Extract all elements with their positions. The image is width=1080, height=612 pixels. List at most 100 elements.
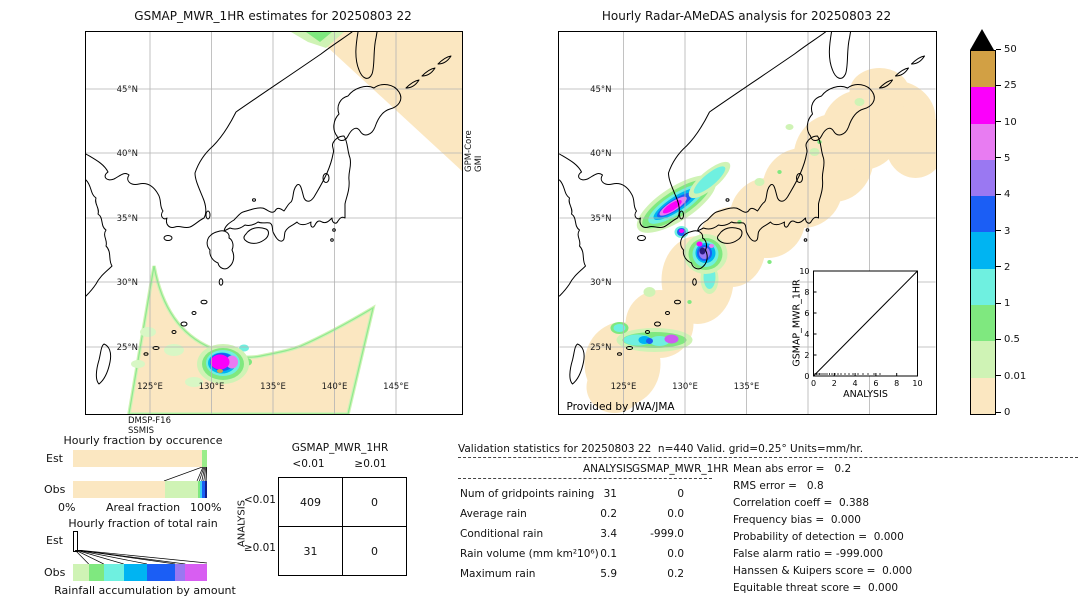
inset-xlabel: ANALYSIS <box>843 389 888 400</box>
colorbar-label: 10 <box>996 117 1017 128</box>
left-lat-40: 40°N <box>117 149 138 159</box>
small-cell <box>674 226 689 238</box>
colorbar-over-triangle <box>970 29 994 50</box>
left-lon-130: 130°E <box>199 382 225 392</box>
totalrain-est-bar <box>73 531 78 552</box>
kyushu-nw-band-ext <box>688 161 731 199</box>
stats-row-g-3: 0.0 <box>667 548 684 560</box>
contingency-table: 409 0 31 0 <box>278 477 407 576</box>
inset-xtick-10: 10 <box>912 379 922 388</box>
inset-ytick-0: 0 <box>804 372 809 381</box>
inset-ytick-4: 4 <box>804 330 809 339</box>
totalrain-caption: Rainfall accumulation by amount <box>54 584 236 597</box>
bar-segment <box>73 564 89 581</box>
stats-metric-7: Equitable threat score = 0.000 <box>733 582 899 594</box>
occurrence-est-label: Est <box>46 452 63 465</box>
bar-segment <box>185 564 207 581</box>
gpm-swath <box>291 32 462 171</box>
southern-cells <box>610 322 693 352</box>
sensor-line2: GMI <box>474 155 484 172</box>
colorbar-label: 4 <box>996 189 1010 200</box>
bar-segment <box>202 481 206 498</box>
bar-segment <box>146 564 176 581</box>
right-map-title: Hourly Radar-AMeDAS analysis for 2025080… <box>601 9 892 23</box>
left-lat-45: 45°N <box>117 85 138 95</box>
left-lon-125: 125°E <box>137 382 163 392</box>
colorbar-label: 25 <box>996 80 1017 91</box>
stats-col1-header: ANALYSIS <box>583 463 633 475</box>
inset-ytick-2: 2 <box>804 351 809 360</box>
right-lat-35: 35°N <box>590 214 611 224</box>
right-lon-135: 135°E <box>734 382 760 392</box>
right-lat-25: 25°N <box>590 343 611 353</box>
colorbar-label: 50 <box>996 44 1017 55</box>
colorbar-label: 0.5 <box>996 334 1020 345</box>
left-lon-145: 145°E <box>383 382 409 392</box>
stats-row-label-1: Average rain <box>460 508 527 520</box>
left-lat-25: 25°N <box>117 343 138 353</box>
colorbar-segment <box>971 196 995 233</box>
left-map-title: GSMAP_MWR_1HR estimates for 20250803 22 <box>134 9 412 23</box>
colorbar-segment <box>971 87 995 124</box>
contingency-cell-01: 0 <box>342 477 407 527</box>
stats-metric-2: Correlation coeff = 0.388 <box>733 497 869 509</box>
stats-row-g-1: 0.0 <box>667 508 684 520</box>
bar-segment <box>197 481 201 498</box>
stats-row-a-4: 5.9 <box>600 568 617 580</box>
right-map: 45°N 40°N 35°N 30°N 25°N 125°E 130°E 135… <box>558 31 946 415</box>
contingency-cell-10: 31 <box>278 526 343 576</box>
colorbar-segment <box>971 305 995 342</box>
inset-xtick-4: 4 <box>853 379 858 388</box>
footnote-line2: SSMIS <box>128 426 155 436</box>
left-lat-30: 30°N <box>117 278 138 288</box>
stats-row-label-3: Rain volume (mm km²10⁶) <box>460 548 599 560</box>
colorbar-label: 2 <box>996 262 1010 273</box>
contingency-cell-11: 0 <box>342 526 407 576</box>
bar-segment <box>202 450 207 467</box>
stats-row-a-0: 31 <box>603 488 617 500</box>
contingency-cell-00: 409 <box>278 477 343 527</box>
stats-row-a-3: 0.1 <box>600 548 617 560</box>
colorbar-segments <box>970 50 996 415</box>
stats-metric-3: Frequency bias = 0.000 <box>733 514 861 526</box>
inset-xtick-8: 8 <box>894 379 899 388</box>
stats-metric-4: Probability of detection = 0.000 <box>733 531 904 543</box>
stats-row-label-4: Maximum rain <box>460 568 536 580</box>
colorbar-label: 0.01 <box>996 371 1026 382</box>
totalrain-obs-label: Obs <box>44 566 66 579</box>
stats-metric-5: False alarm ratio = -999.000 <box>733 548 884 560</box>
left-lat-35: 35°N <box>117 214 138 224</box>
left-map-sensor-label: GPM-Core GMI <box>464 130 484 172</box>
left-lon-135: 135°E <box>260 382 286 392</box>
colorbar-segment <box>971 268 995 306</box>
colorbar-segment <box>971 159 995 197</box>
stats-metric-6: Hanssen & Kuipers score = 0.000 <box>733 565 913 577</box>
occurrence-fan-lines <box>163 467 207 481</box>
right-lat-45: 45°N <box>590 85 611 95</box>
inset-xtick-2: 2 <box>832 379 837 388</box>
inset-ytick-6: 6 <box>804 309 809 318</box>
right-lat-30: 30°N <box>590 278 611 288</box>
inset-ytick-8: 8 <box>804 288 809 297</box>
colorbar-labels: 50 25 10 5 4 3 2 1 0.5 0.01 0 <box>996 44 1056 420</box>
contingency-row1: <0.01 <box>243 494 276 506</box>
inset-ylabel: GSMAP_MWR_1HR <box>792 279 803 367</box>
colorbar-segment <box>971 341 995 378</box>
colorbar-label: 5 <box>996 153 1010 164</box>
inset-xtick-0: 0 <box>811 379 816 388</box>
occurrence-obs-bar <box>73 481 207 498</box>
left-map-footnote: DMSP-F16 SSMIS <box>128 416 171 436</box>
bar-segment <box>164 481 198 498</box>
totalrain-title: Hourly fraction of total rain <box>68 517 218 530</box>
left-lon-140: 140°E <box>322 382 348 392</box>
right-lon-130: 130°E <box>672 382 698 392</box>
stats-row-label-0: Num of gridpoints raining <box>460 488 595 500</box>
occurrence-obs-label: Obs <box>44 483 66 496</box>
left-map: 45°N 40°N 35°N 30°N 25°N 125°E 130°E 135… <box>85 31 463 416</box>
sensor-line1: GPM-Core <box>464 130 474 172</box>
kyushu-cluster <box>683 234 728 294</box>
occurrence-est-bar <box>73 450 207 467</box>
stats-title: Validation statistics for 20250803 22 n=… <box>458 443 864 455</box>
colorbar-label: 3 <box>996 226 1010 237</box>
